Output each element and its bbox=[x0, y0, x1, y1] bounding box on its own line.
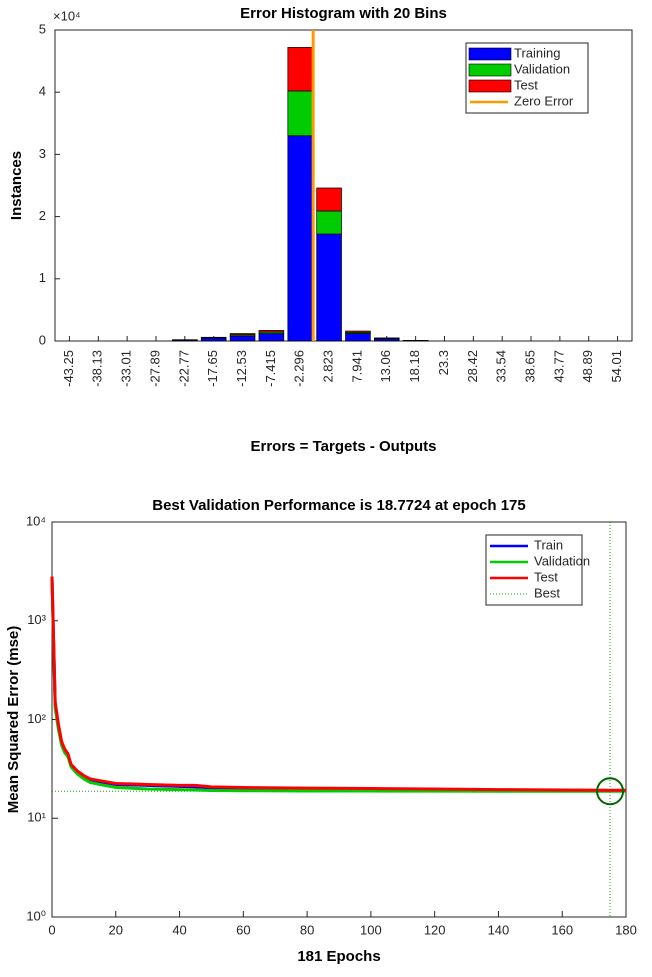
y-tick-label: 4 bbox=[39, 84, 46, 99]
x-tick-label: -17.65 bbox=[205, 350, 220, 387]
bar-segment bbox=[200, 337, 227, 342]
x-tick-label: -43.25 bbox=[61, 350, 76, 387]
bar-segment bbox=[287, 135, 313, 342]
bar-segment bbox=[345, 330, 371, 333]
bar-segment bbox=[345, 333, 371, 342]
x-tick-label: 38.65 bbox=[522, 350, 537, 383]
x-tick-label: 140 bbox=[488, 922, 510, 937]
y-tick-label: 3 bbox=[39, 146, 46, 161]
x-tick-label: -27.89 bbox=[147, 350, 162, 387]
x-tick-label: 160 bbox=[551, 922, 573, 937]
x-tick-label: 0 bbox=[48, 922, 55, 937]
x-tick-label: 2.823 bbox=[321, 350, 336, 383]
legend-label: Validation bbox=[514, 61, 570, 76]
y-tick-label: 2 bbox=[39, 208, 46, 223]
x-tick-label: 80 bbox=[300, 922, 314, 937]
x-axis-label: 181 Epochs bbox=[297, 948, 380, 965]
y-tick-label: 10² bbox=[27, 711, 46, 726]
x-tick-label: 43.77 bbox=[551, 350, 566, 383]
x-tick-label: -2.296 bbox=[292, 350, 307, 387]
y-tick-label: 1 bbox=[39, 270, 46, 285]
x-tick-label: 120 bbox=[424, 922, 446, 937]
y-axis-label: Mean Squared Error (mse) bbox=[5, 626, 22, 814]
y-tick-label: 10⁴ bbox=[26, 513, 46, 528]
x-tick-label: 100 bbox=[360, 922, 382, 937]
legend-label: Training bbox=[514, 45, 560, 60]
y-tick-label: 5 bbox=[39, 21, 46, 36]
x-tick-label: 60 bbox=[236, 922, 250, 937]
bar-segment bbox=[287, 47, 313, 92]
x-tick-label: 28.42 bbox=[465, 350, 480, 383]
y-tick-label: 10⁰ bbox=[26, 908, 46, 923]
y-tick-label: 0 bbox=[39, 332, 46, 347]
legend-label: Train bbox=[534, 537, 563, 552]
x-tick-label: 20 bbox=[109, 922, 123, 937]
bar-segment bbox=[258, 333, 285, 342]
y-exponent-label: ×10⁴ bbox=[53, 8, 81, 23]
bar-segment bbox=[229, 333, 256, 336]
chart-title: Error Histogram with 20 Bins bbox=[240, 5, 447, 22]
bar-segment bbox=[316, 210, 342, 235]
y-axis-label: Instances bbox=[8, 151, 25, 220]
series-line bbox=[50, 579, 627, 793]
bar-segment bbox=[287, 90, 313, 137]
bar-segment bbox=[258, 330, 285, 333]
legend-label: Validation bbox=[534, 553, 590, 568]
x-tick-label: -12.53 bbox=[234, 350, 249, 387]
y-tick-label: 10³ bbox=[27, 612, 46, 627]
x-tick-label: 40 bbox=[172, 922, 186, 937]
x-tick-label: 18.18 bbox=[407, 350, 422, 383]
legend-label: Zero Error bbox=[514, 93, 574, 108]
x-tick-label: 48.89 bbox=[580, 350, 595, 383]
bar-segment bbox=[316, 233, 342, 342]
legend-label: Test bbox=[534, 569, 558, 584]
bar-segment bbox=[316, 187, 342, 212]
x-tick-label: 33.54 bbox=[494, 350, 509, 383]
legend-swatch bbox=[468, 79, 512, 93]
x-tick-label: 13.06 bbox=[378, 350, 393, 383]
x-tick-label: -7.415 bbox=[263, 350, 278, 387]
x-axis-label: Errors = Targets - Outputs bbox=[250, 438, 436, 455]
best-marker bbox=[596, 777, 625, 806]
legend-label: Best bbox=[534, 585, 560, 600]
y-tick-label: 10¹ bbox=[27, 810, 46, 825]
bar-segment bbox=[229, 335, 256, 342]
x-tick-label: 23.3 bbox=[436, 350, 451, 375]
x-tick-label: 180 bbox=[615, 922, 637, 937]
legend-swatch bbox=[468, 63, 512, 77]
x-tick-label: -38.13 bbox=[90, 350, 105, 387]
x-tick-label: -22.77 bbox=[176, 350, 191, 387]
x-tick-label: -33.01 bbox=[119, 350, 134, 387]
x-tick-label: 7.941 bbox=[349, 350, 364, 383]
chart-title: Best Validation Performance is 18.7724 a… bbox=[152, 497, 526, 514]
legend-label: Test bbox=[514, 77, 538, 92]
x-tick-label: 54.01 bbox=[609, 350, 624, 383]
legend-swatch bbox=[468, 47, 512, 61]
series-line bbox=[50, 576, 626, 792]
